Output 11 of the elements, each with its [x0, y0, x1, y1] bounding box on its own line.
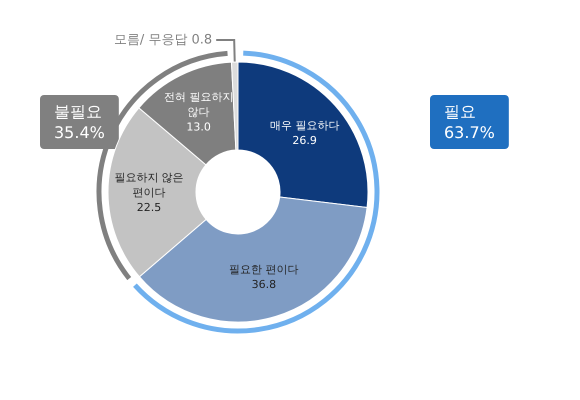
slice-label: 매우 필요하다 — [270, 118, 340, 132]
slice-label: 모름/ 무응답 0.8 — [114, 32, 212, 48]
data-label: 36.8 — [252, 278, 276, 292]
slice-label: 필요한 편이다 — [229, 263, 299, 276]
text: 불필요 35.4% — [54, 102, 105, 142]
data-label: 22.5 — [136, 200, 162, 214]
text: 필요 63.7% — [444, 102, 495, 142]
data-label: 26.9 — [292, 134, 317, 147]
slice-label: 전혀 필요하지 않다 — [164, 90, 234, 119]
slice-label: 필요하지 않은 편이다 — [114, 170, 184, 199]
data-label: 13.0 — [186, 120, 211, 134]
